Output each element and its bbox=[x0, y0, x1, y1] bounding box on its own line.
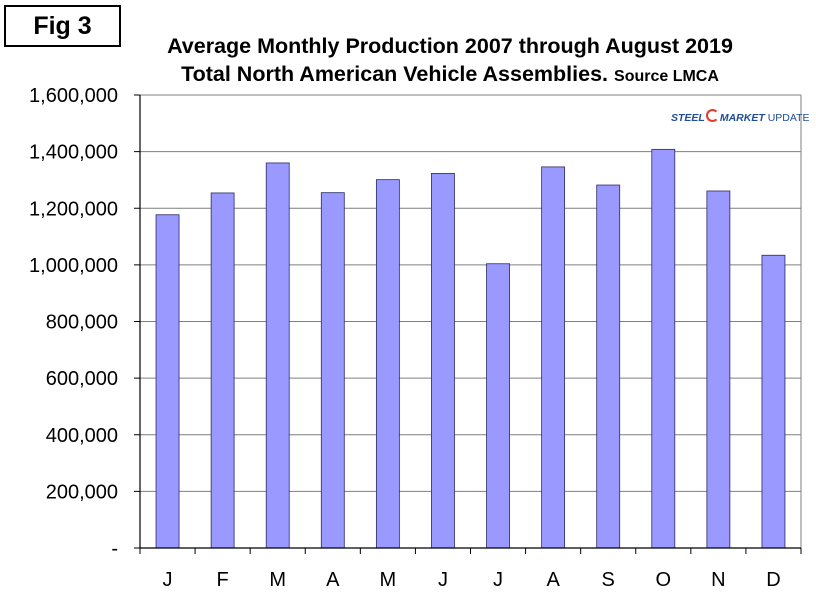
x-tick-label: A bbox=[326, 569, 340, 591]
x-tick-label: N bbox=[711, 569, 725, 591]
y-tick-label: 1,600,000 bbox=[29, 85, 118, 107]
bar bbox=[431, 173, 455, 549]
bar bbox=[265, 162, 290, 549]
figure-label: Fig 3 bbox=[4, 5, 121, 47]
x-tick-label: J bbox=[493, 569, 503, 591]
y-tick-label: - bbox=[111, 538, 118, 560]
gridlines bbox=[140, 94, 802, 548]
axes bbox=[134, 94, 802, 554]
steel-market-update-logo: STEEL MARKET UPDATE bbox=[671, 109, 810, 127]
bar bbox=[706, 190, 731, 549]
x-tick-label: J bbox=[163, 569, 173, 591]
bar bbox=[155, 214, 180, 549]
chart-title-main: Total North American Vehicle Assemblies. bbox=[181, 62, 609, 86]
x-tick-label: J bbox=[438, 569, 448, 591]
y-tick-label: 1,000,000 bbox=[29, 255, 118, 277]
y-tick-label: 200,000 bbox=[46, 481, 118, 503]
chart-title-source: Source LMCA bbox=[614, 68, 719, 85]
bar bbox=[651, 148, 676, 549]
x-tick-label: M bbox=[380, 569, 397, 591]
y-tick-label: 400,000 bbox=[46, 425, 118, 447]
bar bbox=[320, 192, 345, 549]
x-tick-label: O bbox=[656, 569, 672, 591]
chart-title-line2: Total North American Vehicle Assemblies.… bbox=[110, 62, 790, 87]
logo-swoosh-icon bbox=[705, 109, 719, 122]
logo-word-update: UPDATE bbox=[767, 112, 810, 124]
bar bbox=[210, 192, 235, 549]
y-tick-label: 1,200,000 bbox=[29, 198, 118, 220]
x-tick-label: D bbox=[766, 569, 780, 591]
bar bbox=[375, 179, 400, 549]
bars bbox=[155, 148, 786, 549]
y-tick-label: 800,000 bbox=[46, 312, 118, 334]
x-tick-label: F bbox=[217, 569, 229, 591]
y-tick-labels: - 200,000 400,000 600,000 800,000 1,000,000 1,… bbox=[29, 85, 118, 560]
logo-word-steel: STEEL bbox=[671, 112, 705, 124]
bar bbox=[486, 263, 510, 549]
x-tick-label: S bbox=[602, 569, 615, 591]
y-tick-label: 600,000 bbox=[46, 368, 118, 390]
chart-title-line1: Average Monthly Production 2007 through … bbox=[167, 34, 733, 58]
x-tick-label: M bbox=[269, 569, 286, 591]
logo-word-market: MARKET bbox=[719, 112, 765, 124]
x-tick-label: A bbox=[546, 569, 560, 591]
bar bbox=[596, 184, 621, 549]
bar bbox=[541, 166, 566, 549]
y-tick-label: 1,400,000 bbox=[29, 142, 118, 164]
bar bbox=[761, 254, 786, 549]
